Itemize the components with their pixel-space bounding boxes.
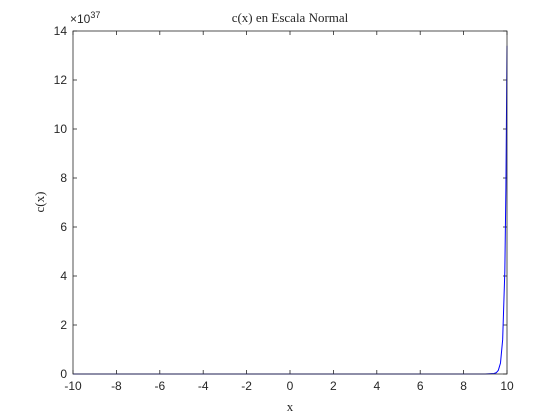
x-tick-label: 10 [500, 379, 514, 393]
x-tick-label: -2 [241, 379, 252, 393]
x-tick-label: -8 [111, 379, 122, 393]
y-tick-label: 2 [60, 318, 67, 332]
y-tick-label: 4 [60, 269, 67, 283]
y-axis-exponent-label: ×1037 [70, 10, 100, 26]
chart-title: c(x) en Escala Normal [232, 10, 349, 25]
y-tick-label: 6 [60, 220, 67, 234]
plot-area [73, 31, 507, 374]
x-tick-label: -10 [64, 379, 82, 393]
y-exponent-base: ×10 [70, 12, 91, 26]
x-tick-label: 8 [460, 379, 467, 393]
x-tick-label: 4 [373, 379, 380, 393]
axes-box [72, 30, 508, 375]
y-exponent-power: 37 [90, 10, 100, 20]
x-tick-label: 0 [287, 379, 294, 393]
y-tick-label: 10 [54, 122, 68, 136]
x-tick-label: 2 [330, 379, 337, 393]
x-tick-label: 6 [417, 379, 424, 393]
x-tick-label: -4 [198, 379, 209, 393]
y-tick-label: 8 [60, 171, 67, 185]
x-tick-label: -6 [154, 379, 165, 393]
y-axis-label: c(x) [32, 192, 47, 213]
y-tick-label: 12 [54, 73, 68, 87]
y-tick-label: 14 [54, 24, 68, 38]
x-axis-label: x [287, 399, 294, 414]
ticks-layer: -10 -8 -6 -4 -2 0 2 4 6 8 10 0 2 4 6 8 10 12 14 [54, 24, 514, 393]
y-tick-label: 0 [60, 367, 67, 381]
